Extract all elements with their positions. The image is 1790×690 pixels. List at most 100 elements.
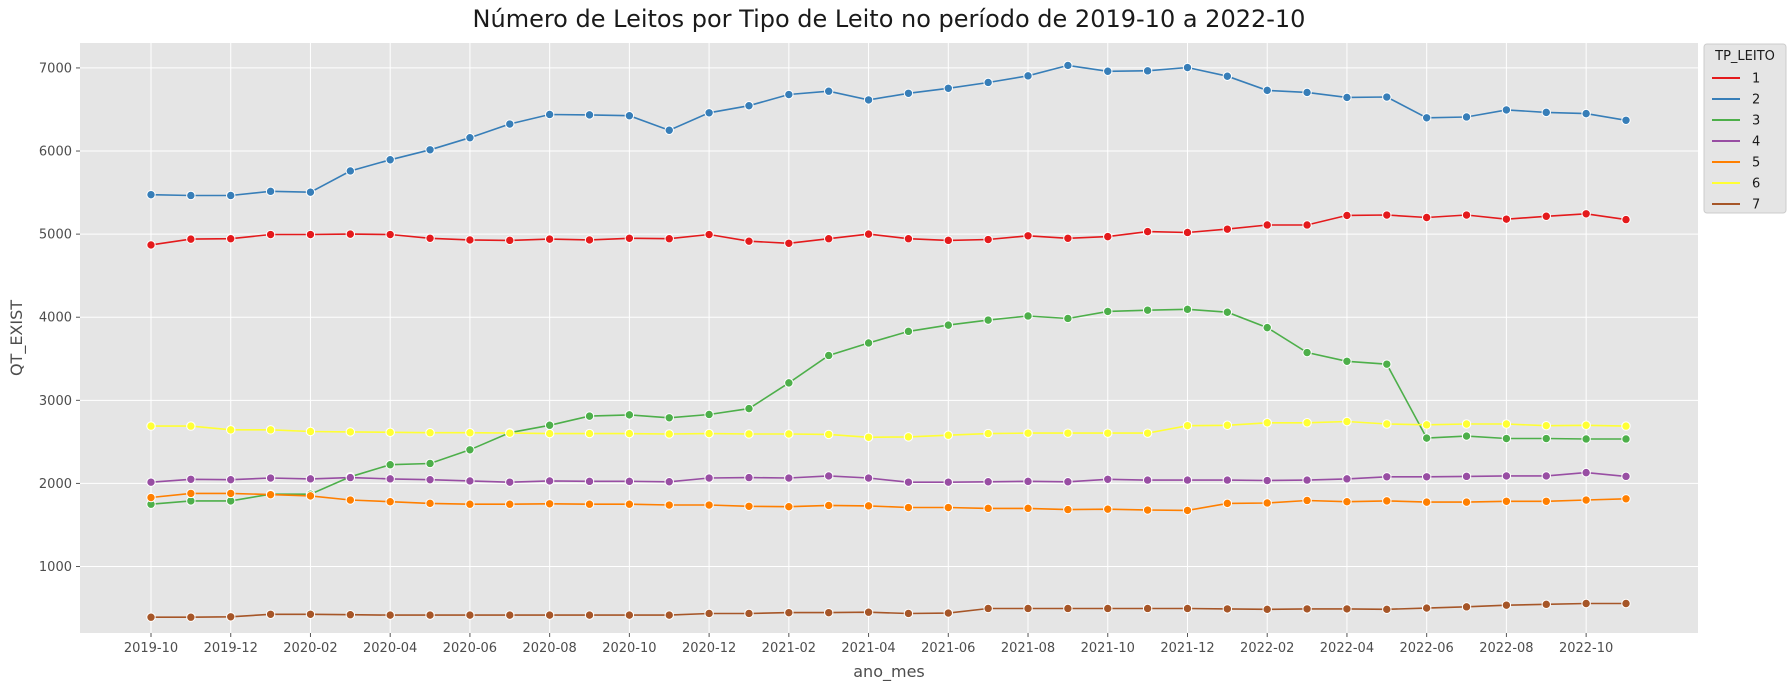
data-point [1302,87,1312,98]
data-point [824,233,834,244]
data-point [1023,428,1033,438]
data-point [943,477,953,487]
data-point [863,95,874,105]
data-point [1421,113,1432,123]
data-point [1421,433,1432,443]
data-point [226,488,236,499]
data-point [983,234,993,245]
data-point [425,428,435,438]
data-point [1063,603,1073,614]
data-point [1501,471,1512,481]
series-layer [146,60,1631,622]
data-point [784,607,794,618]
series-line [151,420,1627,439]
data-point [1581,209,1591,219]
data-point [1501,496,1512,506]
data-point [863,229,874,239]
y-tick-label: 2000 [39,477,72,492]
data-point [1581,108,1591,119]
data-point [863,432,874,443]
data-point [1142,603,1153,614]
data-point [544,420,555,430]
data-point [1621,598,1631,609]
data-point [664,413,674,423]
data-point [1222,307,1233,317]
series-line [151,602,1626,619]
data-point [1581,495,1591,505]
series-line [150,492,1627,512]
data-point [465,499,475,509]
data-point [1182,62,1193,73]
data-point [1142,305,1153,315]
data-point [186,612,196,622]
data-point [1222,604,1233,614]
data-point [983,315,993,325]
data-point [1222,498,1233,509]
data-point [544,476,555,486]
data-point [1501,600,1512,610]
data-point [824,500,834,511]
data-point [1342,497,1352,507]
data-point [1222,224,1233,234]
data-point [1302,418,1312,428]
legend-item-7: 7 [1712,198,1760,213]
data-point [544,610,555,620]
x-tick-label: 2021-08 [1001,641,1055,656]
data-point [784,429,794,439]
data-point [1063,313,1073,324]
series-1 [146,209,1631,250]
data-point [345,495,356,505]
data-point [146,612,156,622]
data-point [1262,604,1272,615]
x-tick-label: 2021-02 [762,641,816,656]
x-tick-label: 2021-12 [1160,641,1214,656]
data-point [425,498,435,509]
data-point [1382,359,1392,369]
data-point [1461,431,1472,441]
data-point [1421,212,1432,223]
data-point [1541,107,1551,118]
data-point [983,477,993,487]
data-point [1142,505,1153,515]
data-point [983,77,993,88]
data-point [1421,497,1432,507]
data-point [1063,428,1073,438]
axes: 1000 2000 3000 4000 5000 6000 7000 2019-10 2019-… [39,61,1613,656]
data-point [1621,434,1631,444]
data-point [186,488,196,499]
data-point [1501,433,1512,444]
data-point [584,476,595,487]
data-point [1182,304,1193,315]
data-point [345,472,356,483]
data-point [1581,598,1591,609]
data-point [1103,603,1113,614]
data-point [1302,604,1312,614]
data-point [624,499,635,509]
data-point [425,458,435,469]
data-point [1461,210,1472,220]
data-point [1103,66,1113,76]
data-point [943,83,953,93]
data-point [624,410,635,420]
data-point [1382,496,1392,506]
data-point [1262,418,1272,428]
x-tick-label: 2022-04 [1320,641,1374,656]
data-point [943,320,953,330]
data-point [186,474,196,484]
series-2 [146,60,1631,201]
data-point [1541,433,1551,444]
data-point [1302,495,1312,506]
data-point [425,474,435,485]
data-point [903,477,914,487]
data-point [744,501,754,511]
data-point [345,427,356,437]
y-tick-label: 1000 [39,560,72,575]
x-tick-label: 2021-04 [841,641,895,656]
data-point [1382,604,1392,615]
data-point [704,409,714,420]
data-point [1023,71,1033,81]
data-point [1142,226,1153,237]
data-point [1421,472,1432,482]
legend-label: 6 [1752,177,1760,192]
data-point [664,477,674,487]
